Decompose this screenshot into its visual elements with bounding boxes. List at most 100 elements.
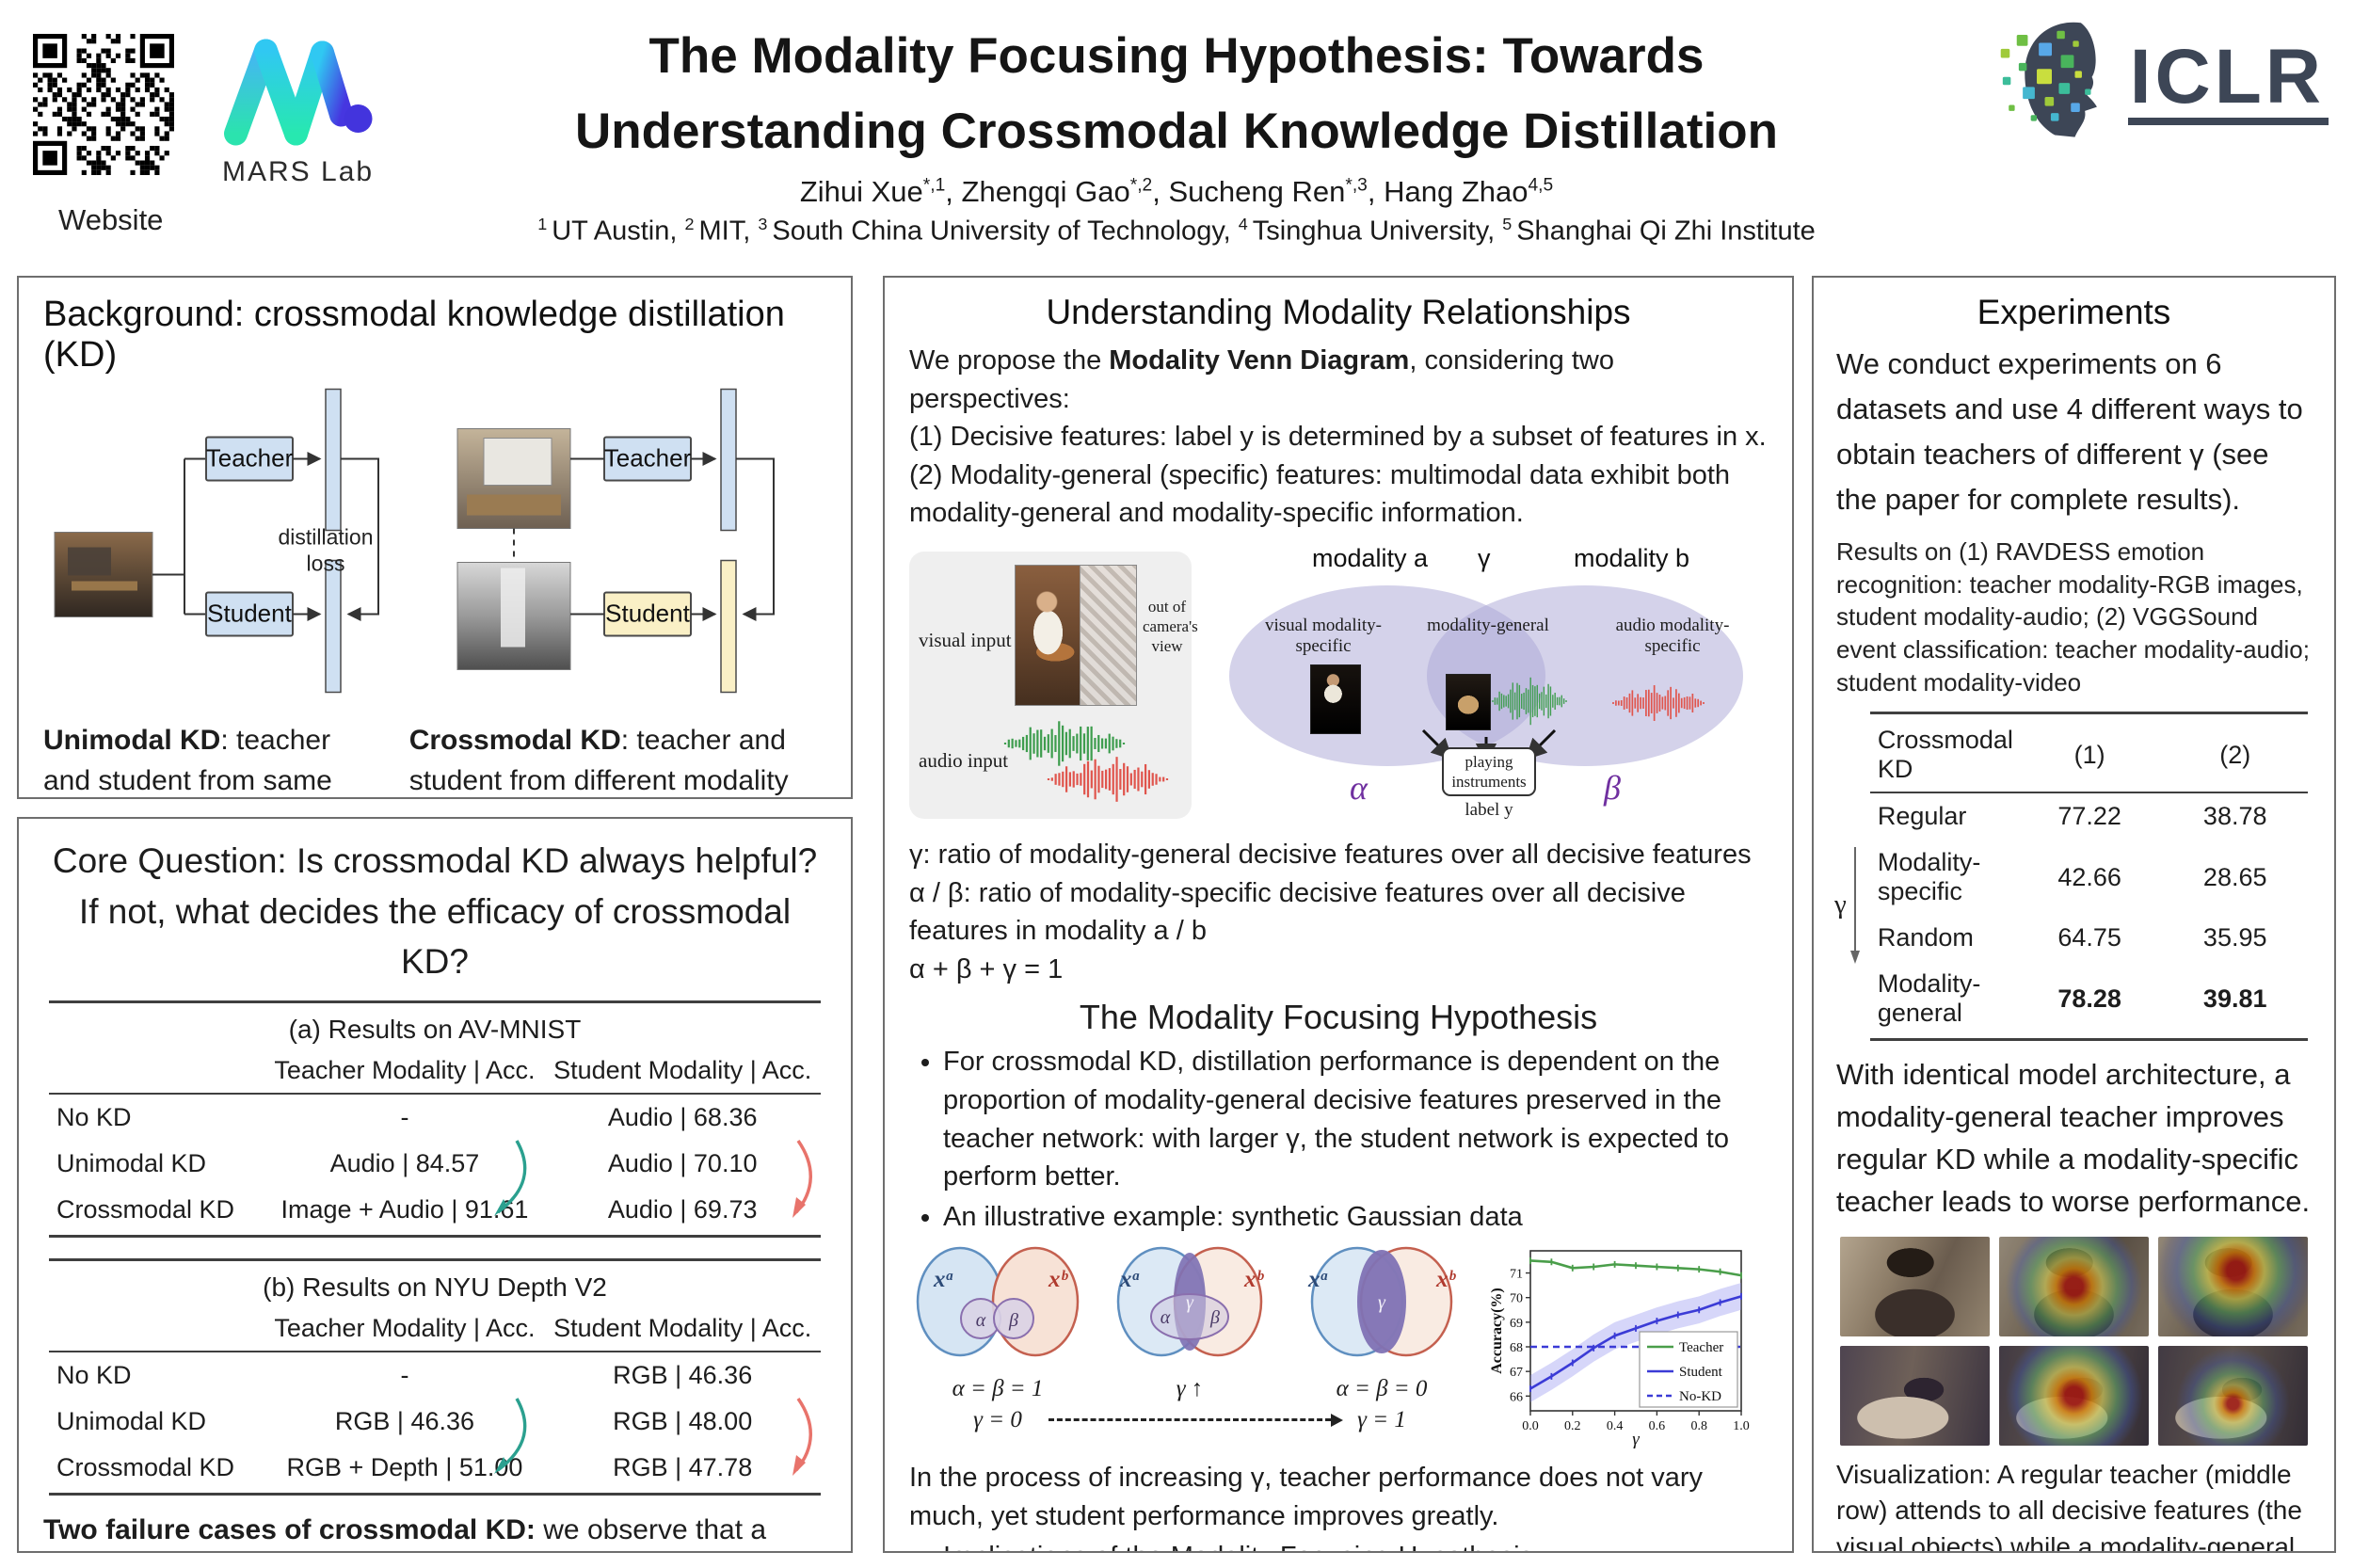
modality-venn-diagram: modality a γ modality b visual modality-… <box>1209 544 1764 826</box>
website-label: Website <box>58 203 164 236</box>
visual-input-label: visual input <box>919 628 1012 651</box>
svg-text:No-KD: No-KD <box>1679 1389 1721 1404</box>
hypothesis-bullet-1: For crossmodal KD, distillation performa… <box>943 1043 1768 1195</box>
teacher-feature-bar <box>720 388 737 532</box>
table-cell: No KD <box>56 1102 132 1131</box>
table-cell: RGB + Depth | 51.00 <box>286 1452 523 1481</box>
table-cell: Regular <box>1877 802 1967 831</box>
author-superscript: *,1 <box>922 175 946 196</box>
xb-label: xᵇ <box>1048 1267 1069 1292</box>
table-row: Modality-general 78.28 39.81 <box>1870 961 2308 1036</box>
gamma-label: γ <box>1478 543 1491 572</box>
case-1-line-1: α = β = 1 <box>952 1376 1044 1402</box>
accuracy-chart: 66 67 68 69 70 71 0.0 0.2 0.4 0.6 0.8 1.0 Accuracy(%… <box>1487 1243 1751 1453</box>
student-feature-bar <box>720 559 737 694</box>
table-row: No KD - Audio | 68.36 <box>49 1094 821 1141</box>
mars-lab-logo-icon <box>224 39 373 146</box>
gamma-increase-arrow <box>1048 1413 1343 1427</box>
visualization-grid <box>1840 1236 2308 1446</box>
student-drop-arrow-icon <box>792 1139 812 1218</box>
table-header-row: Teacher Modality | Acc. Student Modality … <box>49 1048 821 1095</box>
author-superscript: *,3 <box>1345 175 1368 196</box>
title-line-1: The Modality Focusing Hypothesis: Toward… <box>648 28 1705 84</box>
audio-waveform-red <box>1047 757 1169 802</box>
xa-label: xᵃ <box>933 1267 953 1292</box>
svg-text:Accuracy(%): Accuracy(%) <box>1489 1288 1505 1375</box>
teacher-label: Teacher <box>604 444 692 472</box>
svg-text:69: 69 <box>1510 1317 1523 1331</box>
hypothesis-title: The Modality Focusing Hypothesis <box>1079 998 1598 1037</box>
table-cell: Audio | 69.73 <box>607 1194 758 1224</box>
venn-gamma-1: xᵃ xᵇ γ <box>1307 1247 1457 1357</box>
unimodal-caption: Unimodal KD: teacher and student from sa… <box>43 721 385 797</box>
qr-code <box>33 34 174 180</box>
table-row: Random 64.75 35.95 <box>1870 915 2308 961</box>
case-1-line-2: γ = 0 <box>973 1406 1022 1432</box>
summary-text: we observe that a more accurate multimod… <box>543 1513 767 1545</box>
student-feature-bar <box>325 559 342 694</box>
table-cell: 78.28 <box>2057 984 2121 1013</box>
viz-woman-original <box>1840 1236 1990 1336</box>
svg-text:γ: γ <box>1632 1430 1640 1448</box>
table-cell: Audio | 68.36 <box>607 1102 758 1131</box>
table-row: No KD - RGB | 46.36 <box>49 1352 821 1399</box>
iclr-head-icon <box>2000 22 2097 137</box>
case-3-line-2: γ = 1 <box>1357 1406 1406 1432</box>
visualization-caption: Visualization: A regular teacher (middle… <box>1836 1459 2302 1553</box>
table-cell: No KD <box>56 1360 132 1389</box>
experiments-title: Experiments <box>1977 293 2171 331</box>
beta-label: β <box>1209 1307 1220 1328</box>
intro-bold: Modality Venn Diagram <box>1109 345 1410 376</box>
summary-bold: Two failure cases of crossmodal KD: <box>43 1513 536 1545</box>
table-cell: RGB | 46.36 <box>334 1406 475 1435</box>
alpha-label: α <box>1160 1307 1171 1328</box>
modality-point-1: (1) Decisive features: label y is determ… <box>909 422 1767 453</box>
heatmap-overlay <box>1999 1345 2149 1446</box>
svg-text:0.8: 0.8 <box>1690 1419 1707 1433</box>
experiments-table-block: γ Crossmodal KD (1) (2) Regular 77.22 38.78 Mo… <box>1834 712 2313 1042</box>
table-row: Unimodal KD Audio | 84.57 Audio | 70.10 <box>49 1141 821 1187</box>
alpha-beta-definition: α / β: ratio of modality-specific decisi… <box>909 877 1686 947</box>
venn-case-3: xᵃ xᵇ γ α = β = 0 γ = 1 <box>1293 1243 1470 1435</box>
gamma-definition: γ: ratio of modality-general decisive fe… <box>909 839 1752 870</box>
teacher-improve-arrow-icon <box>494 1398 527 1474</box>
crossmodal-kd-table-wrap: Crossmodal KD (1) (2) Regular 77.22 38.78 Moda… <box>1869 712 2308 1042</box>
mars-lab-name: MARS Lab <box>222 156 375 187</box>
table-row: Modality-specific 42.66 28.65 <box>1870 840 2308 915</box>
table-cell: Unimodal KD <box>56 1148 207 1177</box>
unimodal-caption-text: : teacher and student from same modality <box>43 725 332 796</box>
iclr-wordmark: ICLR <box>2127 36 2329 126</box>
gamma-axis-arrow-icon <box>1849 847 1860 965</box>
table-cell: RGB | 46.36 <box>613 1360 753 1389</box>
svg-text:1.0: 1.0 <box>1733 1419 1750 1433</box>
column-header: (1) <box>2016 718 2163 794</box>
experiments-results-note: Results on (1) RAVDESS emotion recogniti… <box>1836 537 2310 696</box>
table-header-row: Teacher Modality | Acc. Student Modality … <box>49 1305 821 1352</box>
table-row: Unimodal KD RGB | 46.36 RGB | 48.00 <box>49 1399 821 1445</box>
modality-intro: We propose the Modality Venn Diagram, co… <box>909 342 1768 418</box>
teacher-feature-bar <box>325 388 342 532</box>
crossmodal-kd-table: Crossmodal KD (1) (2) Regular 77.22 38.78 Moda… <box>1869 718 2308 1036</box>
column-header: Student Modality | Acc. <box>544 1048 821 1095</box>
svg-text:0.4: 0.4 <box>1607 1419 1624 1433</box>
input-examples-panel: visual input out of camera's view audio … <box>909 551 1198 819</box>
svg-text:66: 66 <box>1510 1391 1523 1405</box>
gamma-increase-finding: In the process of increasing γ, teacher … <box>909 1463 1704 1531</box>
table-cell: - <box>400 1102 409 1131</box>
distillation-loss-label: distillation loss <box>278 524 374 576</box>
iclr-logo: ICLR <box>1987 19 2329 143</box>
table-cell: Modality-specific <box>1877 848 1981 906</box>
affiliation-superscript: 2 <box>684 215 699 233</box>
core-question-title: Core Question: Is crossmodal KD always h… <box>52 841 818 982</box>
venn-case-2: xᵃ xᵇ α γ β γ ↑ <box>1048 1243 1343 1427</box>
affiliation-superscript: 1 <box>537 215 552 233</box>
table-cell: 35.95 <box>2202 923 2267 952</box>
svg-text:0.6: 0.6 <box>1649 1419 1666 1433</box>
table-cell: 39.81 <box>2202 984 2267 1013</box>
audio-input-label: audio input <box>919 748 1009 772</box>
failure-cases-summary: Two failure cases of crossmodal KD: we o… <box>43 1511 826 1551</box>
crossmodal-caption-text: : teacher and student from different mod… <box>408 725 789 796</box>
xb-label: xᵇ <box>1435 1267 1457 1292</box>
xb-label: xᵇ <box>1243 1267 1265 1292</box>
hypothesis-bullet-2: An illustrative example: synthetic Gauss… <box>943 1198 1768 1237</box>
